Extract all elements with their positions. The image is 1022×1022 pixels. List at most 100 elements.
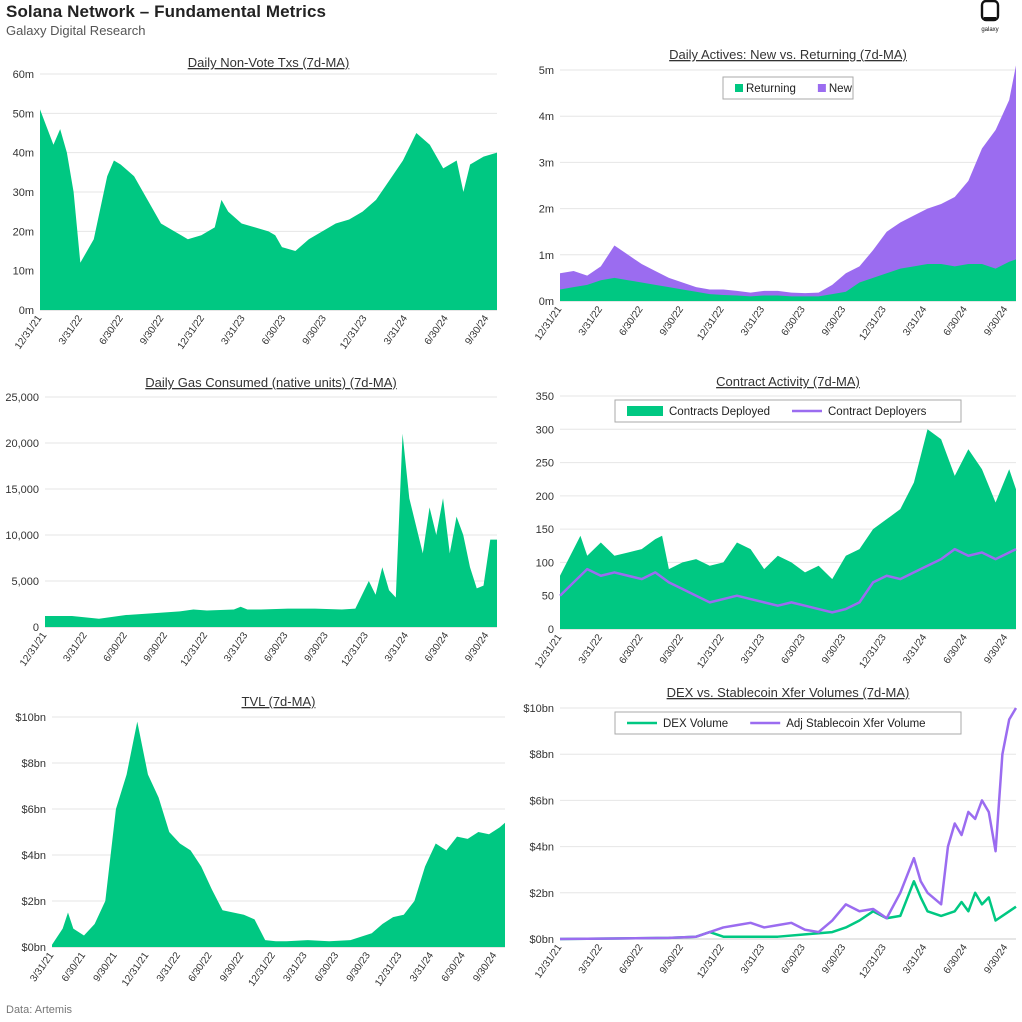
galaxy-logo-icon: galaxy: [980, 0, 1000, 33]
y-tick-label: 3m: [539, 157, 554, 169]
y-tick-label: 50: [542, 591, 554, 603]
x-tick-label: 9/30/23: [820, 632, 848, 666]
x-tick-label: 9/30/22: [658, 304, 686, 338]
x-tick-label: 6/30/23: [780, 632, 808, 666]
chart-title: Daily Non-Vote Txs (7d-MA): [188, 55, 350, 70]
y-tick-label: 150: [536, 524, 554, 536]
x-tick-label: 3/31/23: [739, 632, 767, 666]
x-tick-label: 9/30/22: [142, 630, 170, 664]
x-tick-label: 9/30/23: [301, 313, 329, 347]
x-tick-label: 9/30/23: [820, 942, 848, 976]
x-tick-label: 3/31/24: [408, 950, 436, 984]
y-tick-label: 15,000: [5, 484, 39, 496]
x-tick-label: 9/30/24: [471, 950, 499, 984]
y-tick-label: 200: [536, 491, 554, 503]
x-tick-label: 9/30/23: [820, 304, 848, 338]
y-tick-label: $4bn: [22, 850, 46, 862]
x-tick-label: 3/31/24: [901, 304, 929, 338]
y-tick-label: 0: [33, 622, 39, 634]
legend: Contracts Deployed Contract Deployers: [614, 399, 962, 423]
legend-swatch: [817, 84, 826, 92]
x-tick-label: 12/31/21: [533, 632, 565, 671]
series-line-dex-volume: [559, 880, 1017, 941]
y-tick-label: 30m: [13, 187, 34, 199]
y-tick-label: $0bn: [530, 934, 554, 946]
x-tick-label: 6/30/24: [423, 630, 451, 664]
page-subtitle: Galaxy Digital Research: [6, 23, 146, 38]
legend-label: Returning: [746, 83, 796, 95]
chart-gas-consumed: Daily Gas Consumed (native units) (7d-MA…: [5, 375, 497, 669]
legend-swatch: [627, 406, 663, 416]
chart-title: DEX vs. Stablecoin Xfer Volumes (7d-MA): [667, 685, 910, 700]
x-tick-label: 6/30/23: [313, 950, 341, 984]
y-tick-label: 5m: [539, 65, 554, 77]
x-tick-label: 3/31/23: [739, 304, 767, 338]
y-tick-label: 300: [536, 424, 554, 436]
x-tick-label: 9/30/22: [658, 942, 686, 976]
x-tick-label: 12/31/23: [857, 942, 889, 981]
page-title: Solana Network – Fundamental Metrics: [6, 2, 327, 21]
x-tick-label: 12/31/23: [338, 313, 370, 352]
x-tick-label: 12/31/23: [373, 950, 405, 989]
chart-daily-actives: Daily Actives: New vs. Returning (7d-MA)…: [533, 47, 1016, 343]
y-tick-label: 350: [536, 391, 554, 403]
x-tick-label: 6/30/22: [617, 942, 645, 976]
chart-title: Daily Actives: New vs. Returning (7d-MA): [669, 47, 907, 62]
x-tick-label: 12/31/23: [340, 630, 372, 669]
y-tick-label: 60m: [13, 69, 34, 81]
x-tick-label: 9/30/23: [303, 630, 331, 664]
x-tick-label: 9/30/24: [463, 630, 491, 664]
y-tick-label: $8bn: [22, 758, 46, 770]
y-tick-label: 20m: [13, 226, 34, 238]
x-tick-label: 9/30/21: [92, 950, 120, 984]
x-tick-label: 3/31/22: [577, 942, 605, 976]
chart-dex-stablecoin: DEX vs. Stablecoin Xfer Volumes (7d-MA) $…: [523, 685, 1018, 981]
x-tick-label: 6/30/22: [98, 313, 126, 347]
y-tick-label: $2bn: [530, 888, 554, 900]
legend-label: DEX Volume: [663, 718, 728, 730]
y-tick-label: 1m: [539, 250, 554, 262]
x-tick-label: 12/31/22: [247, 950, 279, 989]
y-tick-label: 10,000: [5, 530, 39, 542]
x-tick-label: 3/31/23: [219, 313, 247, 347]
x-tick-label: 9/30/23: [345, 950, 373, 984]
series-line-contract-deployers: [559, 547, 1017, 614]
x-tick-label: 9/30/22: [218, 950, 246, 984]
x-tick-label: 9/30/24: [982, 632, 1010, 666]
y-tick-label: $8bn: [530, 749, 554, 761]
x-tick-label: 12/31/22: [176, 313, 208, 352]
chart-title: Contract Activity (7d-MA): [716, 374, 860, 389]
x-tick-label: 12/31/22: [695, 942, 727, 981]
y-tick-label: $6bn: [22, 804, 46, 816]
y-tick-label: 250: [536, 458, 554, 470]
x-tick-label: 6/30/24: [440, 950, 468, 984]
series-area-non-vote-txs: [40, 109, 497, 311]
x-tick-label: 6/30/23: [260, 313, 288, 347]
x-tick-label: 12/31/21: [18, 630, 50, 669]
x-tick-label: 9/30/24: [463, 313, 491, 347]
x-tick-label: 12/31/23: [857, 304, 889, 343]
x-tick-label: 3/31/22: [57, 313, 85, 347]
y-tick-label: $10bn: [15, 712, 46, 724]
x-tick-label: 6/30/24: [423, 313, 451, 347]
legend-swatch: [735, 84, 743, 92]
chart-tvl: TVL (7d-MA) $0bn $2bn $4bn $6bn $8bn $10bn 3/31…: [15, 694, 505, 989]
y-tick-label: 0m: [19, 305, 34, 317]
legend-box: [614, 399, 962, 423]
x-tick-label: 9/30/22: [138, 313, 166, 347]
series-area-new: [560, 65, 1016, 301]
series-area-tvl: [52, 721, 505, 947]
legend-box: [614, 711, 962, 735]
x-tick-label: 6/30/22: [617, 304, 645, 338]
legend: Returning New: [722, 76, 854, 100]
y-tick-label: $2bn: [22, 896, 46, 908]
x-tick-label: 3/31/21: [28, 950, 56, 984]
x-tick-label: 3/31/23: [739, 942, 767, 976]
x-tick-label: 12/31/22: [695, 632, 727, 671]
logo-text: galaxy: [981, 27, 998, 33]
x-tick-label: 12/31/23: [857, 632, 889, 671]
chart-title: TVL (7d-MA): [242, 694, 316, 709]
x-tick-label: 3/31/24: [901, 632, 929, 666]
y-tick-label: 40m: [13, 148, 34, 160]
chart-non-vote-txs: Daily Non-Vote Txs (7d-MA) 0m 10m 20m 30m 40m…: [13, 55, 497, 352]
